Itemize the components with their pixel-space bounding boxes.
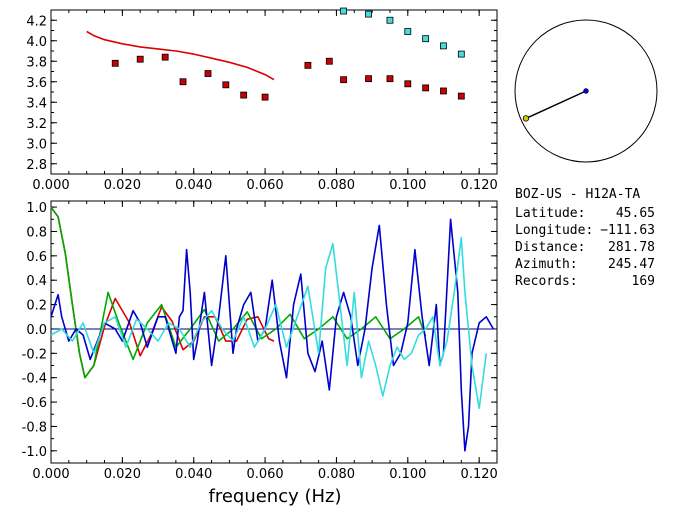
y-tick-label: 3.2 — [26, 117, 47, 132]
x-tick-label: 0.040 — [175, 178, 212, 193]
velocity-chart: 0.000 0.020 0.040 0.060 0.080 0.100 0.120 2.8 3.… — [26, 7, 498, 193]
station-dot — [522, 115, 530, 122]
series-line-3 — [50, 236, 488, 410]
series-line-2 — [50, 218, 495, 452]
series-line-2 — [86, 30, 275, 81]
data-point — [204, 70, 212, 77]
x-tick-label: 0.060 — [246, 178, 283, 193]
y-tick-label: -0.8 — [22, 420, 47, 435]
x-tick-label: 0.020 — [104, 467, 141, 482]
data-point — [404, 80, 412, 88]
x-axis-label: frequency (Hz) — [208, 486, 341, 507]
info-label: Azimuth: — [515, 257, 578, 272]
y-tick-label: -0.4 — [22, 372, 47, 387]
data-point — [240, 91, 248, 99]
y-tick-label: 2.8 — [26, 158, 47, 173]
info-value: −111.63 — [600, 223, 655, 238]
data-point — [365, 75, 372, 83]
data-point — [365, 10, 372, 18]
station-info: BOZ-US - H12A-TA Latitude: 45.65 Longitude… — [515, 187, 655, 289]
series-line-0 — [50, 206, 275, 379]
y-tick-label: 0.4 — [26, 274, 47, 289]
info-value: 281.78 — [608, 240, 655, 255]
y-tick-label: 0.2 — [26, 299, 47, 314]
station-pair: BOZ-US - H12A-TA — [515, 187, 640, 202]
data-point — [386, 75, 394, 83]
data-point — [422, 35, 430, 43]
y-tick-label: 3.4 — [26, 96, 47, 111]
x-tick-label: 0.000 — [32, 178, 69, 193]
data-point — [457, 92, 465, 100]
azimuth-plot — [514, 19, 658, 163]
x-tick-label: 0.100 — [389, 467, 426, 482]
info-value: 169 — [632, 274, 655, 289]
data-point — [179, 78, 187, 86]
y-tick-label: 3.8 — [26, 55, 47, 70]
x-tick-label: 0.080 — [318, 178, 355, 193]
y-tick-label: 1.0 — [26, 201, 47, 216]
info-label: Records: — [515, 274, 578, 289]
y-tick-label: 3.6 — [26, 76, 47, 91]
data-point — [440, 87, 447, 95]
data-point — [325, 57, 333, 65]
y-tick-label: 4.2 — [26, 14, 47, 29]
info-label: Longitude: — [515, 223, 593, 238]
series-line-1 — [50, 206, 427, 379]
y-tick-label: 0.8 — [26, 225, 47, 240]
y-tick-label: 0.6 — [26, 250, 47, 265]
x-tick-label: 0.060 — [246, 467, 283, 482]
data-point — [404, 28, 412, 35]
plot-frame — [50, 9, 498, 175]
y-tick-label: -1.0 — [22, 445, 47, 460]
data-point — [261, 93, 269, 101]
x-tick-label: 0.000 — [32, 467, 69, 482]
data-point — [340, 76, 347, 84]
azimuth-line — [525, 90, 587, 120]
azimuth-circle — [514, 19, 658, 163]
data-point — [304, 61, 312, 69]
y-tick-label: 4.0 — [26, 35, 47, 50]
x-tick-label: 0.120 — [461, 178, 498, 193]
y-tick-label: -0.6 — [22, 396, 47, 411]
data-point — [222, 81, 230, 89]
data-point — [340, 7, 347, 15]
plot-frame — [50, 200, 498, 464]
info-value: 45.65 — [616, 206, 655, 221]
data-point — [161, 53, 169, 61]
info-value: 245.47 — [608, 257, 655, 272]
station-center-dot — [583, 88, 589, 94]
info-label: Distance: — [515, 240, 585, 255]
x-tick-label: 0.120 — [461, 467, 498, 482]
data-point — [386, 16, 394, 24]
correlation-chart: 0.000 0.020 0.040 0.060 0.080 0.100 0.120 -1.0 -… — [22, 200, 498, 482]
x-tick-label: 0.100 — [389, 178, 426, 193]
info-label: Latitude: — [515, 206, 585, 221]
y-tick-label: 0.0 — [26, 323, 47, 338]
data-point — [440, 42, 447, 50]
data-point — [457, 50, 465, 58]
x-tick-label: 0.080 — [318, 467, 355, 482]
y-tick-label: -0.2 — [22, 347, 47, 362]
y-tick-label: 3.0 — [26, 137, 47, 152]
x-tick-label: 0.020 — [104, 178, 141, 193]
data-point — [136, 55, 144, 63]
data-point — [111, 59, 119, 67]
data-point — [422, 84, 430, 92]
x-tick-label: 0.040 — [175, 467, 212, 482]
